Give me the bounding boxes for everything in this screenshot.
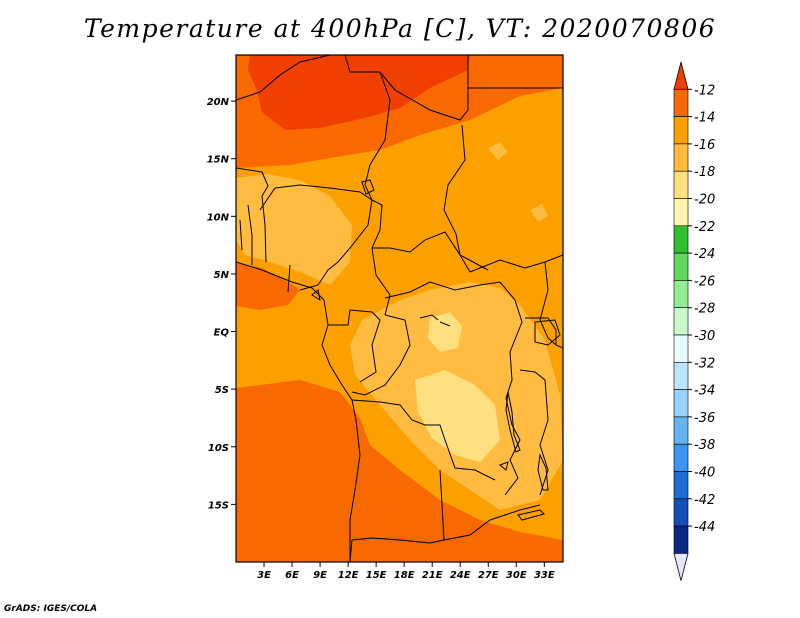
colorbar-label: -42: [694, 493, 715, 508]
lake-victoria: [534, 319, 561, 346]
border-drc-angola: [351, 399, 496, 481]
colorbar-label: -34: [694, 384, 715, 399]
y-tick-label: 15N: [207, 155, 230, 166]
colorbar-swatch: [673, 361, 689, 390]
coolest-east: [428, 312, 462, 352]
colorbar-label: -14: [694, 111, 715, 126]
colorbar-swatch: [673, 389, 689, 418]
colorbar-swatch: [673, 443, 689, 472]
cool-north-pockets: [488, 142, 548, 222]
warm-northeast: [470, 55, 563, 82]
x-tick-label: 18E: [394, 570, 415, 581]
border-benin-togo: [239, 195, 267, 265]
border-coast-west: [236, 261, 361, 562]
y-tick-label: 10N: [207, 212, 230, 223]
plot-frame: [235, 54, 564, 563]
colorbar-label: -32: [694, 356, 715, 371]
colorbar-label: -28: [694, 302, 715, 317]
colorbar-label: -38: [694, 438, 715, 453]
x-tick-label: 12E: [338, 570, 359, 581]
colorbar-label: -44: [694, 520, 715, 535]
colorbar-top-arrow: [673, 61, 689, 90]
border-car-drc: [384, 281, 516, 301]
border-zambia-south: [443, 504, 541, 541]
colorbar-label: -24: [694, 247, 715, 262]
colorbar-swatch: [673, 416, 689, 445]
y-axis: 20N 15N 10N 5N EQ 5S 10S 15S: [207, 97, 236, 511]
lake-kariba: [517, 509, 545, 521]
border-congo-drc: [351, 314, 411, 396]
colorbar-swatch: [673, 252, 689, 281]
border-drc-east: [504, 299, 523, 496]
border-niger-chad: [364, 71, 391, 249]
border-niger-nigeria: [259, 184, 373, 211]
warm-west: [236, 262, 300, 310]
border-nigeria-cameroon: [287, 199, 373, 293]
colorbar-label: -26: [694, 274, 715, 289]
cool-west-africa: [236, 174, 352, 285]
colorbar-swatch: [673, 471, 689, 500]
colorbar-swatch: [673, 198, 689, 227]
border-libya-niger-chad: [344, 55, 469, 121]
y-tick-label: 5N: [214, 270, 230, 281]
x-tick-label: 27E: [478, 570, 499, 581]
border-sudan-southsudan: [469, 254, 563, 273]
lake-tanganyika: [505, 391, 521, 453]
warm-south: [236, 380, 563, 562]
colorbar-swatch: [673, 116, 689, 145]
border-gabon-congo: [328, 309, 381, 383]
x-axis: 3E 6E 9E 12E 15E 18E 21E 24E 27E 30E 33E: [257, 562, 555, 581]
border-mali-niger: [236, 167, 269, 197]
x-tick-label: 30E: [506, 570, 527, 581]
x-tick-label: 21E: [422, 570, 443, 581]
colorbar-label: -36: [694, 411, 715, 426]
border-algeria-niger: [236, 55, 331, 101]
border-cameroon-car: [371, 247, 391, 316]
colorbar-label: -12: [694, 83, 715, 98]
x-tick-label: 6E: [285, 570, 299, 581]
border-angola-zambia: [351, 469, 445, 544]
coolest-central: [415, 370, 500, 462]
border-chad-car: [372, 231, 489, 271]
x-tick-label: 3E: [257, 570, 271, 581]
colorbar-label: -30: [694, 329, 715, 344]
colorbar-label: -18: [694, 165, 715, 180]
colorbar-swatch: [673, 525, 689, 554]
y-tick-label: EQ: [214, 328, 230, 339]
lake-malawi: [537, 453, 549, 491]
x-tick-label: 9E: [313, 570, 327, 581]
x-tick-label: 33E: [534, 570, 555, 581]
colorbar-label: -40: [694, 466, 715, 481]
colorbar-swatch: [673, 170, 689, 199]
x-tick-label: 24E: [450, 570, 471, 581]
warmest-north: [248, 55, 470, 130]
x-tick-label: 15E: [366, 570, 387, 581]
colorbar-label: -20: [694, 193, 715, 208]
y-tick-label: 20N: [207, 97, 230, 108]
temperature-field: [236, 55, 563, 562]
country-borders: [236, 55, 563, 562]
colorbar-label: -22: [694, 220, 715, 235]
colorbar-swatch: [673, 307, 689, 336]
colorbar-swatch: [673, 334, 689, 363]
colorbar-swatch: [673, 225, 689, 254]
colorbar: -12 -14 -16 -18 -20 -22 -24 -26 -28 -30 -32 -34 -36 -…: [673, 61, 715, 581]
y-tick-label: 5S: [215, 385, 229, 396]
colorbar-swatch: [673, 143, 689, 172]
colorbar-swatch: [673, 280, 689, 308]
lake-chad: [361, 179, 375, 195]
colorbar-swatch: [673, 498, 689, 527]
colorbar-label: -16: [694, 138, 715, 153]
colorbar-swatch: [673, 89, 689, 117]
credit-label: GrADS: IGES/COLA: [4, 604, 98, 614]
map-title: Temperature at 400hPa [C], VT: 202007080…: [83, 14, 717, 43]
y-tick-label: 10S: [208, 443, 229, 454]
border-eastafrica: [519, 261, 563, 496]
colorbar-bottom-arrow: [673, 553, 689, 581]
y-tick-label: 15S: [208, 500, 229, 511]
small-lakes: [311, 289, 509, 471]
